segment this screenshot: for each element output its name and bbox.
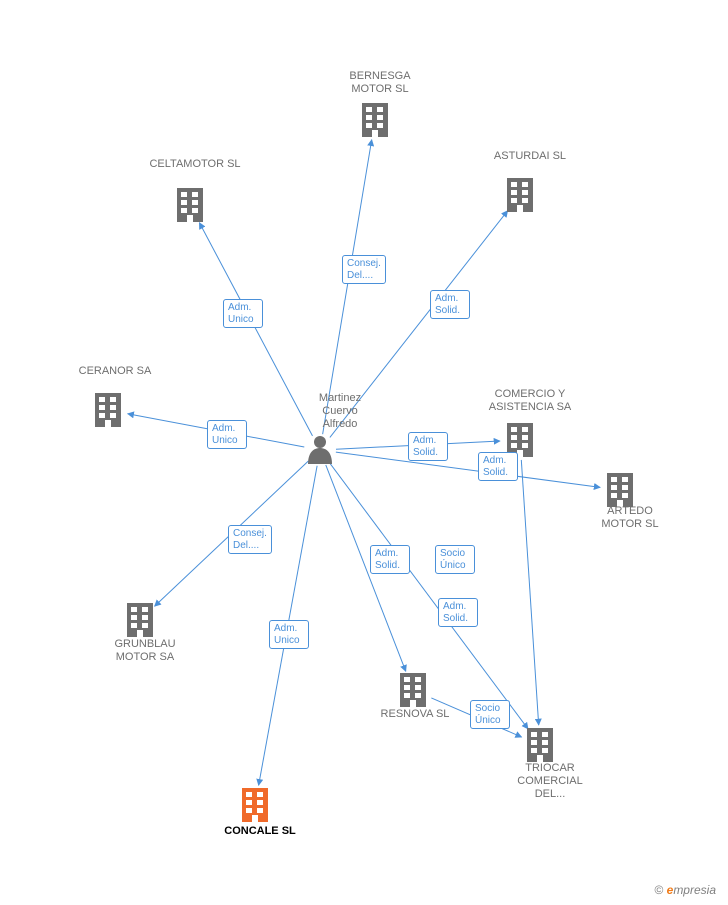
edge-label: Socio Único: [470, 700, 510, 729]
edge: [336, 452, 600, 487]
edge-label: Adm. Solid.: [408, 432, 448, 461]
edge-label: Adm. Solid.: [370, 545, 410, 574]
company-node-triocar: [527, 728, 553, 762]
company-node-celtamotor: [177, 188, 203, 222]
company-node-artedo: [607, 473, 633, 507]
company-node-concale: [242, 788, 268, 822]
edge-label: Consej. Del....: [228, 525, 272, 554]
company-node-ceranor: [95, 393, 121, 427]
edge-label: Adm. Unico: [223, 299, 263, 328]
person-node-center: [308, 436, 332, 464]
edge: [323, 140, 372, 434]
edge: [199, 223, 312, 436]
company-node-asturdai: [507, 178, 533, 212]
edge: [330, 463, 528, 729]
edge-label: Consej. Del....: [342, 255, 386, 284]
edge: [521, 460, 538, 725]
copyright-symbol: ©: [654, 883, 663, 897]
footer-copyright: © empresia: [654, 883, 716, 897]
edge-label: Adm. Unico: [207, 420, 247, 449]
edge-label: Adm. Solid.: [478, 452, 518, 481]
network-diagram: [0, 0, 728, 905]
edge-label: Adm. Unico: [269, 620, 309, 649]
company-node-resnova: [400, 673, 426, 707]
company-node-grunblau: [127, 603, 153, 637]
edge: [330, 211, 508, 438]
edge-label: Adm. Solid.: [438, 598, 478, 627]
edge-label: Socio Único: [435, 545, 475, 574]
brand-rest: mpresia: [673, 883, 716, 897]
edge-label: Adm. Solid.: [430, 290, 470, 319]
company-node-bernesga: [362, 103, 388, 137]
